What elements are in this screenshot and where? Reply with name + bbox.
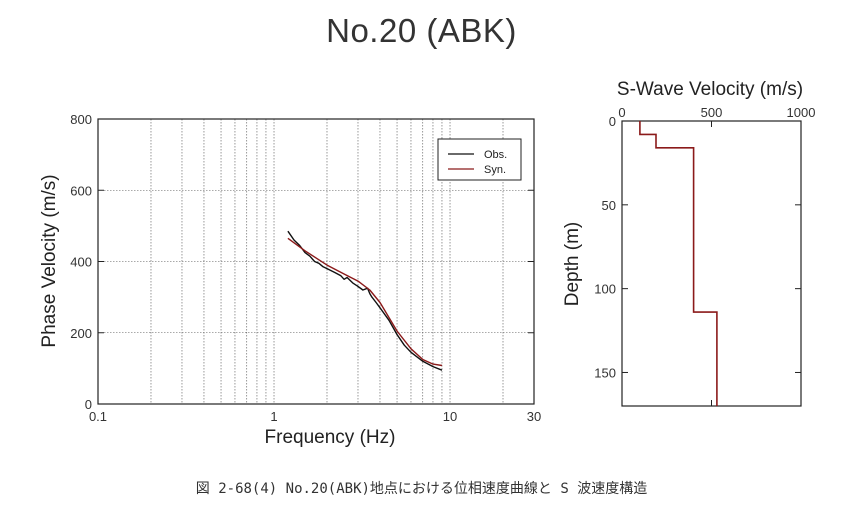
- x-axis-label: Frequency (Hz): [265, 427, 396, 448]
- depth-axis-label: Depth (m): [562, 222, 583, 306]
- depth-tick-label: 100: [594, 282, 616, 297]
- series-line-syn: [287, 237, 443, 367]
- y-tick-label: 200: [70, 326, 92, 341]
- y-axis-label: Phase Velocity (m/s): [39, 174, 60, 347]
- legend-obs-label: Obs.: [484, 149, 507, 161]
- legend-box: [437, 138, 522, 181]
- x-tick-label: 10: [443, 409, 457, 424]
- y-tick-label: 800: [70, 112, 92, 127]
- depth-tick-label: 0: [609, 114, 616, 129]
- velocity-tick-label: 500: [701, 105, 723, 120]
- figure-caption: 図 2-68(4) No.20(ABK)地点における位相速度曲線と S 波速度構…: [195, 481, 648, 497]
- chart-main-title: No.20 (ABK): [326, 12, 517, 49]
- profile-title: S-Wave Velocity (m/s): [617, 79, 803, 100]
- y-tick-label: 0: [85, 397, 92, 412]
- velocity-tick-label: 0: [618, 105, 625, 120]
- x-tick-label: 30: [527, 409, 541, 424]
- x-tick-label: 0.1: [89, 409, 107, 424]
- depth-tick-label: 50: [602, 198, 616, 213]
- y-tick-label: 600: [70, 183, 92, 198]
- legend-syn-label: Syn.: [484, 164, 506, 176]
- s-wave-velocity-profile: 0 500 1000 0 50 100 150: [594, 105, 816, 407]
- depth-tick-label: 150: [594, 365, 616, 380]
- series-line-obs: [287, 230, 443, 371]
- profile-frame: [621, 120, 802, 407]
- y-tick-label: 400: [70, 255, 92, 270]
- x-tick-label: 1: [270, 409, 277, 424]
- velocity-profile-line: [639, 121, 718, 406]
- phase-velocity-plot: 0 200 400 600 800 0.1 1 10 30: [70, 112, 541, 424]
- legend: Obs. Syn.: [437, 138, 522, 181]
- velocity-tick-label: 1000: [787, 105, 816, 120]
